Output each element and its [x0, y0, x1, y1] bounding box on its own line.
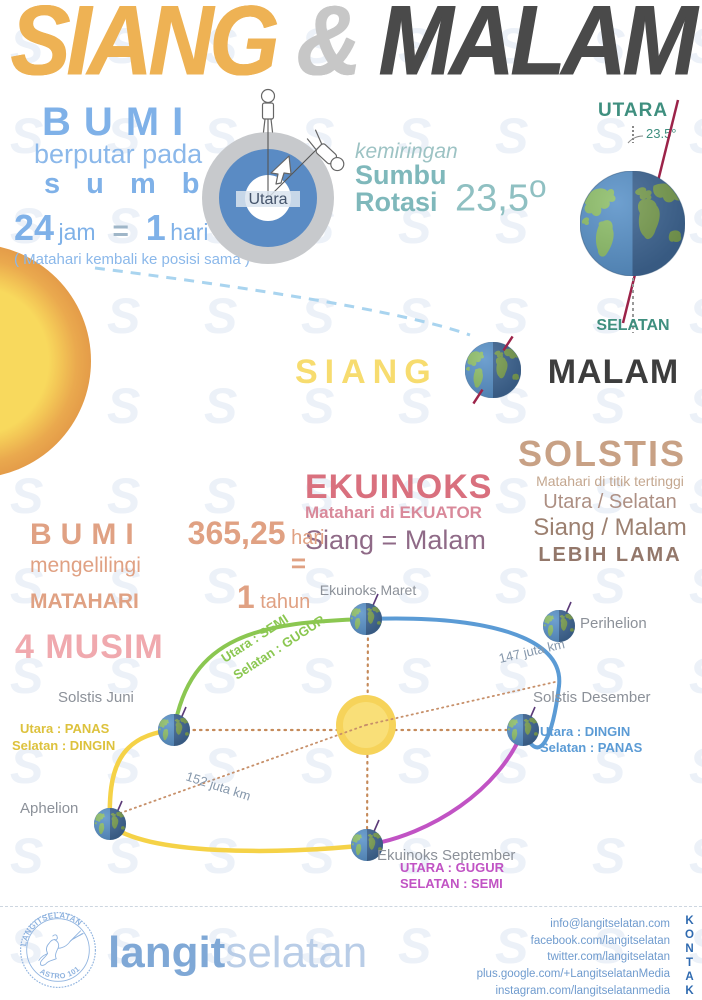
svg-text:SELATAN : SEMI: SELATAN : SEMI — [400, 876, 503, 891]
svg-text:UTARA: UTARA — [598, 100, 668, 121]
svg-text:Selatan : PANAS: Selatan : PANAS — [540, 740, 643, 755]
svg-text:Solstis Desember: Solstis Desember — [533, 689, 651, 706]
svg-text:152 juta km: 152 juta km — [184, 769, 253, 804]
svg-text:UTARA : GUGUR: UTARA : GUGUR — [400, 860, 505, 875]
svg-text:Utara : DINGIN: Utara : DINGIN — [540, 724, 630, 739]
svg-text:LANGITSELATAN: LANGITSELATAN — [19, 911, 84, 947]
svg-text:Selatan : DINGIN: Selatan : DINGIN — [12, 738, 115, 753]
svg-text:Utara: Utara — [248, 191, 287, 208]
svg-text:Ekuinoks Maret: Ekuinoks Maret — [320, 582, 417, 598]
svg-text:Solstis Juni: Solstis Juni — [58, 689, 134, 706]
svg-text:Aphelion: Aphelion — [20, 800, 78, 817]
svg-text:Perihelion: Perihelion — [580, 615, 647, 632]
svg-text:Utara : PANAS: Utara : PANAS — [20, 721, 110, 736]
svg-text:SELATAN: SELATAN — [596, 317, 669, 334]
